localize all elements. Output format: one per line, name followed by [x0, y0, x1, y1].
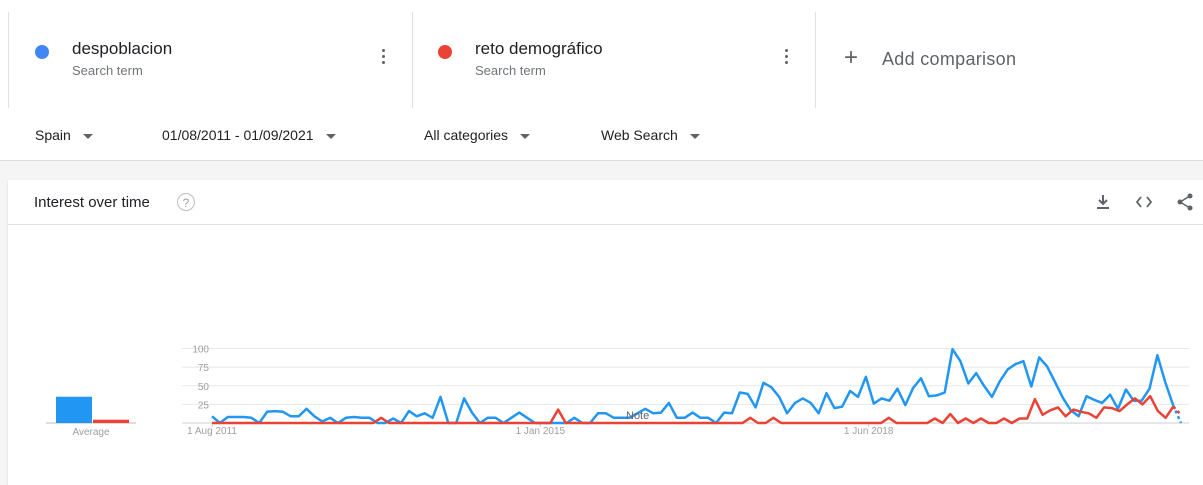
x-tick-label: 1 Jan 2015 — [516, 426, 566, 437]
series-line-2 — [212, 394, 1175, 425]
x-tick-label: 1 Aug 2011 — [187, 426, 237, 437]
search-property-dropdown[interactable]: Web Search — [601, 127, 700, 143]
y-tick-label: 100 — [192, 345, 209, 356]
filters-bar: Spain 01/08/2011 - 01/09/2021 All catego… — [0, 112, 1203, 161]
term-type: Search term — [72, 63, 143, 78]
card-title: Interest over time — [34, 194, 150, 211]
more-options-icon[interactable] — [785, 49, 789, 67]
comparison-bar: despoblacion Search term reto demográfic… — [0, 0, 1203, 112]
add-comparison-button[interactable]: + Add comparison — [816, 12, 1203, 108]
term-name: despoblacion — [72, 39, 173, 58]
search-term-1[interactable]: despoblacion Search term — [8, 12, 413, 108]
chevron-down-icon — [82, 133, 93, 139]
chevron-down-icon — [520, 133, 531, 139]
date-range-label: 01/08/2011 - 01/09/2021 — [162, 127, 314, 143]
series-lines — [211, 347, 1183, 425]
search-property-label: Web Search — [601, 127, 678, 143]
chevron-down-icon — [325, 133, 336, 139]
add-comparison-label: Add comparison — [882, 49, 1017, 69]
series-partial-segment-2 — [1172, 405, 1182, 416]
help-icon[interactable]: ? — [177, 193, 195, 211]
y-axis-ticks: 100 75 50 25 — [192, 345, 209, 412]
category-label: All categories — [424, 127, 509, 143]
series-color-dot — [438, 45, 452, 59]
region-label: Spain — [35, 127, 71, 143]
plus-icon: + — [844, 44, 859, 71]
chevron-down-icon — [689, 133, 700, 139]
series-color-dot — [35, 45, 49, 59]
embed-icon[interactable] — [1134, 192, 1154, 212]
region-dropdown[interactable]: Spain — [35, 127, 93, 143]
download-icon[interactable] — [1093, 192, 1113, 212]
x-tick-label: 1 Jun 2018 — [844, 426, 894, 437]
share-icon[interactable] — [1175, 192, 1195, 212]
term-name: reto demográfico — [475, 39, 603, 58]
y-tick-label: 75 — [198, 363, 210, 374]
y-tick-label: 50 — [198, 382, 210, 393]
interest-over-time-card: Interest over time ? 100 75 50 25 1 Aug 201… — [8, 180, 1203, 485]
average-label: Average — [72, 427, 110, 438]
note-annotation[interactable]: Note — [626, 410, 649, 422]
term-type: Search term — [475, 63, 546, 78]
y-tick-label: 25 — [198, 400, 210, 411]
interest-chart: 100 75 50 25 1 Aug 2011 1 Jan 2015 1 Jun 2018… — [46, 345, 1189, 438]
series-line-1 — [211, 347, 1175, 425]
average-bars — [46, 396, 136, 424]
x-axis-ticks: 1 Aug 2011 1 Jan 2015 1 Jun 2018 — [187, 423, 894, 437]
date-range-dropdown[interactable]: 01/08/2011 - 01/09/2021 — [162, 127, 336, 143]
average-bar-1 — [56, 396, 92, 423]
average-bar-2 — [93, 419, 129, 423]
more-options-icon[interactable] — [382, 49, 386, 67]
category-dropdown[interactable]: All categories — [424, 127, 531, 143]
card-divider — [8, 224, 1203, 225]
search-term-2[interactable]: reto demográfico Search term — [412, 12, 816, 108]
